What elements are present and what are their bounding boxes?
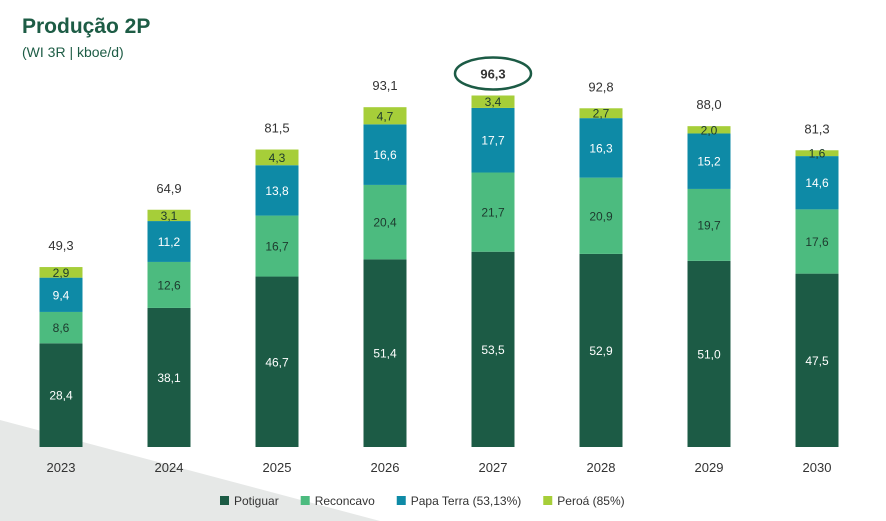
bar-segment-potiguar-2028 — [579, 253, 623, 447]
data-label-reconcavo-2023: 8,6 — [53, 321, 70, 335]
data-label-potiguar-2023: 28,4 — [49, 389, 73, 403]
x-tick-label-2028: 2028 — [587, 460, 616, 475]
bar-segment-peroa-2029 — [687, 126, 731, 134]
total-label-2030: 81,3 — [804, 121, 829, 136]
data-label-potiguar-2028: 52,9 — [589, 344, 613, 358]
highlight-ring-2027 — [453, 56, 533, 91]
bar-segment-papa-terra-2025 — [255, 165, 299, 216]
bar-segment-potiguar-2030 — [795, 273, 839, 447]
data-label-potiguar-2029: 51,0 — [697, 347, 721, 361]
chart-subtitle: (WI 3R | kboe/d) — [22, 44, 124, 60]
bar-segment-potiguar-2027 — [471, 251, 515, 447]
bar-segment-peroa-2025 — [255, 149, 299, 166]
data-label-reconcavo-2028: 20,9 — [589, 209, 613, 223]
bar-segment-peroa-2023 — [39, 267, 83, 278]
data-label-papa-terra-2023: 9,4 — [53, 288, 70, 302]
total-label-2025: 81,5 — [264, 121, 289, 136]
bar-segment-reconcavo-2024 — [147, 261, 191, 308]
legend-label-potiguar: Potiguar — [234, 494, 279, 508]
total-label-2026: 93,1 — [372, 78, 397, 93]
x-tick-label-2023: 2023 — [47, 460, 76, 475]
data-label-reconcavo-2025: 16,7 — [265, 240, 289, 254]
legend-swatch-potiguar — [220, 496, 229, 505]
data-label-reconcavo-2027: 21,7 — [481, 206, 505, 220]
legend-label-papa-terra: Papa Terra (53,13%) — [411, 494, 522, 508]
bar-segment-reconcavo-2029 — [687, 188, 731, 261]
x-tick-label-2029: 2029 — [695, 460, 724, 475]
data-label-potiguar-2030: 47,5 — [805, 354, 829, 368]
data-label-peroa-2029: 2,0 — [701, 123, 718, 137]
data-label-papa-terra-2030: 14,6 — [805, 176, 829, 190]
bar-segment-peroa-2030 — [795, 150, 839, 157]
data-label-reconcavo-2024: 12,6 — [157, 278, 181, 292]
data-label-peroa-2030: 1,6 — [809, 147, 826, 161]
data-label-peroa-2024: 3,1 — [161, 209, 178, 223]
bar-segment-reconcavo-2030 — [795, 209, 839, 274]
x-tick-label-2025: 2025 — [263, 460, 292, 475]
bar-segment-reconcavo-2028 — [579, 177, 623, 254]
x-tick-label-2030: 2030 — [803, 460, 832, 475]
data-label-reconcavo-2026: 20,4 — [373, 216, 397, 230]
legend-label-reconcavo: Reconcavo — [315, 494, 375, 508]
chart-title: Produção 2P — [22, 15, 151, 38]
bar-segment-peroa-2026 — [363, 107, 407, 125]
total-label-2023: 49,3 — [48, 238, 73, 253]
data-label-papa-terra-2026: 16,6 — [373, 148, 397, 162]
bar-segment-peroa-2024 — [147, 209, 191, 222]
bar-segment-reconcavo-2026 — [363, 184, 407, 260]
data-label-potiguar-2025: 46,7 — [265, 355, 289, 369]
data-label-peroa-2026: 4,7 — [377, 109, 394, 123]
data-label-papa-terra-2025: 13,8 — [265, 184, 289, 198]
bar-segment-peroa-2028 — [579, 108, 623, 119]
data-label-reconcavo-2030: 17,6 — [805, 235, 829, 249]
bar-segment-papa-terra-2027 — [471, 107, 515, 173]
data-label-reconcavo-2029: 19,7 — [697, 218, 721, 232]
bar-segment-potiguar-2025 — [255, 276, 299, 447]
x-tick-label-2026: 2026 — [371, 460, 400, 475]
legend-swatch-reconcavo — [300, 496, 310, 505]
legend-swatch-peroa — [543, 496, 553, 505]
bar-segment-papa-terra-2028 — [579, 118, 623, 178]
bar-segment-papa-terra-2026 — [363, 124, 407, 185]
data-label-peroa-2025: 4,3 — [269, 151, 286, 165]
bar-segment-papa-terra-2024 — [147, 221, 191, 262]
bar-segment-potiguar-2029 — [687, 260, 731, 447]
total-label-2028: 92,8 — [588, 79, 613, 94]
data-label-potiguar-2026: 51,4 — [373, 347, 397, 361]
bar-segment-potiguar-2024 — [147, 307, 191, 447]
data-label-papa-terra-2029: 15,2 — [697, 155, 721, 169]
total-label-2029: 88,0 — [696, 97, 721, 112]
data-label-papa-terra-2028: 16,3 — [589, 141, 613, 155]
legend-swatch-papa-terra — [396, 496, 406, 505]
total-label-2024: 64,9 — [156, 181, 181, 196]
data-label-papa-terra-2024: 11,2 — [158, 235, 181, 249]
data-label-potiguar-2024: 38,1 — [157, 371, 181, 385]
bar-segment-potiguar-2023 — [39, 343, 83, 447]
data-label-potiguar-2027: 53,5 — [481, 343, 505, 357]
bar-segment-reconcavo-2023 — [39, 311, 83, 344]
total-label-2027: 96,3 — [480, 67, 505, 82]
x-tick-label-2024: 2024 — [155, 460, 184, 475]
data-label-peroa-2023: 2,9 — [53, 266, 70, 280]
bar-segment-papa-terra-2030 — [795, 156, 839, 210]
bar-segment-papa-terra-2029 — [687, 133, 731, 189]
bar-segment-papa-terra-2023 — [39, 277, 83, 312]
bar-segment-potiguar-2026 — [363, 259, 407, 447]
bar-segment-peroa-2027 — [471, 95, 515, 108]
legend-label-peroa: Peroá (85%) — [557, 494, 624, 508]
data-label-peroa-2027: 3,4 — [485, 95, 502, 109]
bar-segment-reconcavo-2025 — [255, 215, 299, 277]
title-block: Produção 2P (WI 3R | kboe/d) — [22, 14, 150, 62]
x-tick-label-2027: 2027 — [479, 460, 508, 475]
data-label-peroa-2028: 2,7 — [593, 107, 610, 121]
data-label-papa-terra-2027: 17,7 — [481, 134, 505, 148]
bar-segment-reconcavo-2027 — [471, 172, 515, 252]
